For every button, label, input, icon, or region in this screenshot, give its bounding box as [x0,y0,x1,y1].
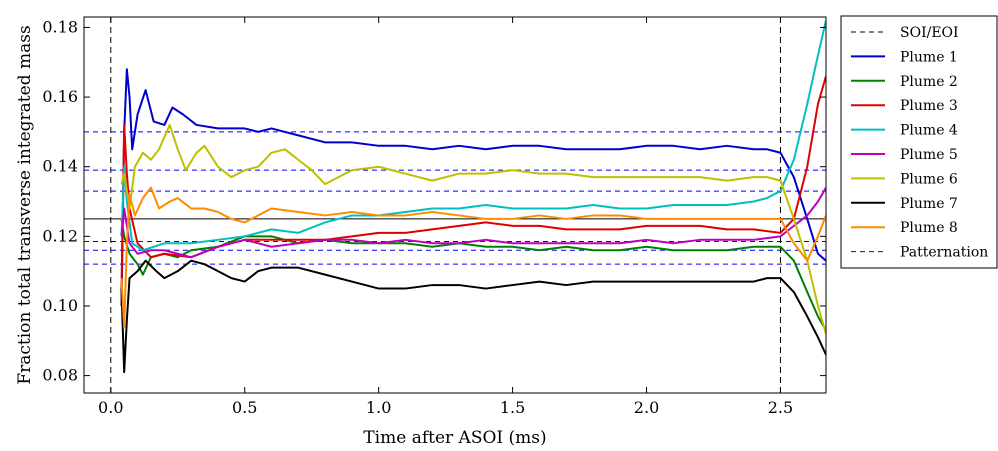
y-axis-label: Fraction total transverse integrated mas… [15,25,35,384]
legend-label: Plume 2 [900,74,958,90]
y-tick-label: 0.08 [42,366,78,385]
series-line-plume-2 [120,218,826,331]
legend-label: SOI/EOI [900,25,959,41]
series-line-plume-7 [120,259,826,374]
x-axis: 0.0 0.5 1.0 1.5 2.0 2.5 [98,17,793,417]
legend-label: Plume 1 [900,49,958,65]
y-tick-label: 0.12 [42,226,78,245]
series-layer [120,20,826,374]
y-tick-label: 0.10 [42,296,78,315]
y-tick-label: 0.14 [42,157,78,176]
series-line-plume-8 [120,186,826,328]
legend-label: Plume 5 [900,147,958,163]
legend-label: Patternation [900,245,988,261]
x-tick-label: 0.5 [232,398,257,417]
legend-label: Plume 7 [900,196,958,212]
x-tick-label: 0.0 [98,398,123,417]
y-axis: 0.08 0.10 0.12 0.14 0.16 0.18 [42,17,826,385]
x-tick-label: 1.5 [500,398,525,417]
legend: SOI/EOI Plume 1 Plume 2 Plume 3 Plume 4 Plume… [840,15,998,269]
x-tick-label: 2.0 [634,398,659,417]
series-line-plume-1 [120,68,826,306]
plot-frame [83,16,827,394]
y-tick-label: 0.18 [42,17,78,36]
series-line-plume-6 [120,123,826,335]
series-line-plume-4 [120,20,826,252]
legend-label: Plume 6 [900,171,958,187]
x-tick-label: 2.5 [768,398,793,417]
reference-lines [84,17,826,393]
series-line-plume-5 [120,187,826,259]
series-line-plume-3 [120,75,826,289]
legend-label: Plume 4 [900,123,958,139]
x-tick-label: 1.0 [366,398,391,417]
legend-label: Plume 3 [900,98,958,114]
x-axis-label: Time after ASOI (ms) [363,428,546,448]
legend-label: Plume 8 [900,220,958,236]
legend-box [840,15,998,269]
y-tick-label: 0.16 [42,87,78,106]
